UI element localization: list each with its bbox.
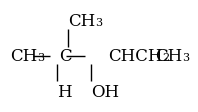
Text: C: C [59,48,72,65]
Text: OH: OH [91,84,119,101]
Text: H: H [57,84,72,101]
